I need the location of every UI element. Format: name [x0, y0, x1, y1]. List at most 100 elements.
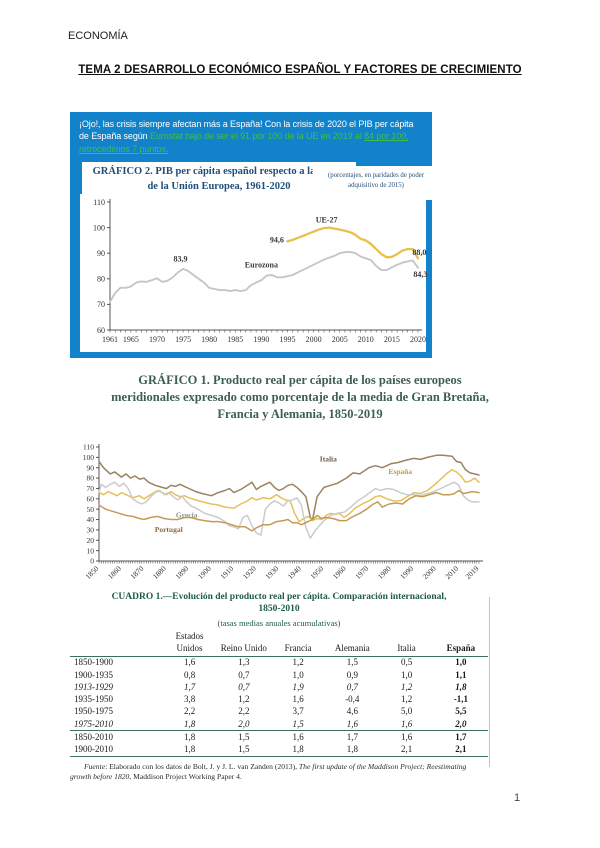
svg-text:UE-27: UE-27 — [316, 215, 338, 224]
grafico2-line-chart: 60 70 80 90 100 110 1961 1965 1970 1975 1980 1985 19… — [93, 198, 427, 344]
table-cell: 0,9 — [346, 669, 358, 680]
table-cell: 1,2 — [400, 694, 413, 704]
table-cell-period: 1900-2010 — [70, 743, 163, 757]
table-header-cell: Alemania — [325, 630, 380, 657]
svg-text:1961: 1961 — [102, 335, 118, 344]
callout-text-green-underline: 84 por 100, retrocedimos 7 puntos. — [79, 131, 409, 154]
svg-text:Eurozona: Eurozona — [245, 260, 278, 269]
svg-text:1950: 1950 — [308, 564, 325, 581]
svg-text:88,0: 88,0 — [412, 248, 426, 257]
cuadro1-table-head: Estados Unidos Reino Unido Francia Alemania… — [70, 630, 488, 657]
table-row: 1913-1929 1,7 0,7 1,9 0,7 1,2 1,8 — [70, 681, 488, 693]
table-header-cell: Reino Unido — [216, 630, 271, 657]
cuadro1-source-note: Fuente: Elaborado con los datos de Bolt,… — [70, 762, 488, 783]
cuadro1-title-line1: CUADRO 1.—Evolución del producto real pe… — [111, 592, 447, 602]
table-cell: 1,8 — [183, 731, 196, 742]
table-cell: 1,8 — [325, 743, 380, 757]
table-row: 1850-2010 1,8 1,5 1,6 1,7 1,6 1,7 — [70, 731, 488, 744]
table-cell: 2,1 — [379, 743, 434, 757]
table-cell: 1,6 — [183, 657, 196, 668]
table-cell: -0,4 — [345, 694, 360, 704]
svg-text:1930: 1930 — [263, 564, 280, 581]
table-cell: 4,6 — [346, 706, 358, 717]
svg-text:90: 90 — [87, 463, 95, 472]
svg-text:84,3: 84,3 — [413, 270, 427, 279]
svg-text:1870: 1870 — [128, 564, 145, 581]
svg-text:70: 70 — [87, 484, 95, 493]
table-header-cell: Estados Unidos — [162, 630, 217, 657]
callout-panel: ¡Ojo!, las crisis siempre afectan más a … — [70, 112, 439, 358]
table-cell: 1,6 — [292, 694, 304, 704]
svg-text:20: 20 — [87, 536, 95, 545]
table-row: 1975-2010 1,8 2,0 1,5 1,6 1,6 2,0 — [70, 718, 488, 732]
source-text-1: : Elaborado con los datos de Bolt, J. y … — [105, 761, 299, 771]
table-cell: 1,6 — [325, 718, 380, 732]
svg-text:0: 0 — [90, 557, 94, 566]
table-cell: 1,5 — [346, 657, 358, 668]
table-cell: 1,6 — [400, 731, 413, 742]
document-header: ECONOMÍA — [68, 30, 128, 42]
svg-text:1980: 1980 — [201, 335, 217, 344]
table-cell-period: 1850-2010 — [74, 731, 113, 742]
callout-text: ¡Ojo!, las crisis siempre afectan más a … — [70, 112, 432, 157]
svg-text:1990: 1990 — [253, 335, 269, 344]
svg-text:2000: 2000 — [306, 335, 322, 344]
cuadro1-title: CUADRO 1.—Evolución del producto real pe… — [70, 592, 488, 616]
svg-text:60: 60 — [87, 494, 95, 503]
table-cell: 0,8 — [183, 669, 196, 680]
table-cell: 1,5 — [270, 718, 326, 732]
svg-text:1890: 1890 — [173, 564, 190, 581]
svg-text:Portugal: Portugal — [155, 525, 183, 534]
svg-text:90: 90 — [97, 249, 105, 258]
grafico1-chart-area: 0 10 20 30 40 50 60 70 80 90 100 110 1850 1860 1870 188… — [75, 442, 495, 587]
table-cell: 1,7 — [455, 731, 467, 742]
svg-text:España: España — [388, 467, 412, 476]
cuadro1-title-line2: 1850-2010 — [258, 603, 300, 614]
table-cell: 0,5 — [400, 657, 413, 668]
table-cell: 5,0 — [400, 706, 413, 717]
table-cell: 3,7 — [292, 706, 304, 717]
svg-text:1850: 1850 — [83, 564, 100, 581]
page-scan-divider — [489, 597, 490, 767]
table-cell: 2,1 — [433, 743, 488, 757]
svg-text:1975: 1975 — [175, 335, 191, 344]
grafico1-title-text: GRÁFICO 1. Producto real per cápita de l… — [111, 373, 489, 421]
grafico2-title: GRÁFICO 2. PIB per cápita español respec… — [82, 162, 356, 198]
table-header-cell: España — [433, 630, 488, 657]
svg-text:60: 60 — [97, 326, 105, 335]
table-cell: 0,7 — [238, 669, 250, 680]
source-text-2: , Maddison Project Working Paper 4. — [129, 772, 242, 781]
source-label: Fuente — [84, 761, 106, 771]
svg-text:94,6: 94,6 — [270, 235, 284, 244]
table-cell: 1,8 — [162, 743, 217, 757]
grafico2-title-text: GRÁFICO 2. PIB per cápita español respec… — [92, 166, 346, 192]
svg-text:2019: 2019 — [463, 564, 480, 581]
table-cell: 1,0 — [292, 669, 304, 680]
svg-text:Italia: Italia — [320, 455, 337, 464]
svg-text:50: 50 — [87, 505, 95, 514]
svg-text:40: 40 — [87, 515, 95, 524]
table-cell: 1,6 — [379, 718, 434, 732]
table-row: 1900-2010 1,8 1,5 1,8 1,8 2,1 2,1 — [70, 743, 488, 757]
table-cell: 1,8 — [162, 718, 217, 732]
svg-text:1880: 1880 — [151, 564, 168, 581]
table-cell: 0,7 — [346, 681, 358, 692]
callout-text-green: Eurostat bajó de ser el 91 por 100 de la… — [149, 131, 365, 142]
table-cell: 1,0 — [400, 669, 413, 680]
svg-text:1980: 1980 — [376, 564, 393, 581]
table-header-cell: Italia — [379, 630, 434, 657]
callout-text-white: ¡Ojo!, las crisis siempre afectan más a … — [79, 119, 414, 142]
table-cell-period: 1900-1935 — [74, 669, 113, 680]
svg-text:100: 100 — [93, 223, 105, 232]
svg-text:2010: 2010 — [358, 335, 374, 344]
table-cell: 2,2 — [183, 706, 196, 717]
table-row: 1900-1935 0,8 0,7 1,0 0,9 1,0 1,1 — [70, 669, 488, 681]
table-cell: -1,1 — [453, 694, 468, 704]
table-cell: 1,5 — [238, 731, 250, 742]
grafico2-chart-area: 60 70 80 90 100 110 1961 1965 1970 1975 1980 1985 19… — [80, 194, 427, 352]
table-row: 1935-1950 3,8 1,2 1,6 -0,4 1,2 -1,1 — [70, 694, 488, 706]
svg-text:1900: 1900 — [196, 564, 213, 581]
svg-text:2010: 2010 — [443, 564, 460, 581]
svg-text:Grecia: Grecia — [176, 510, 198, 519]
